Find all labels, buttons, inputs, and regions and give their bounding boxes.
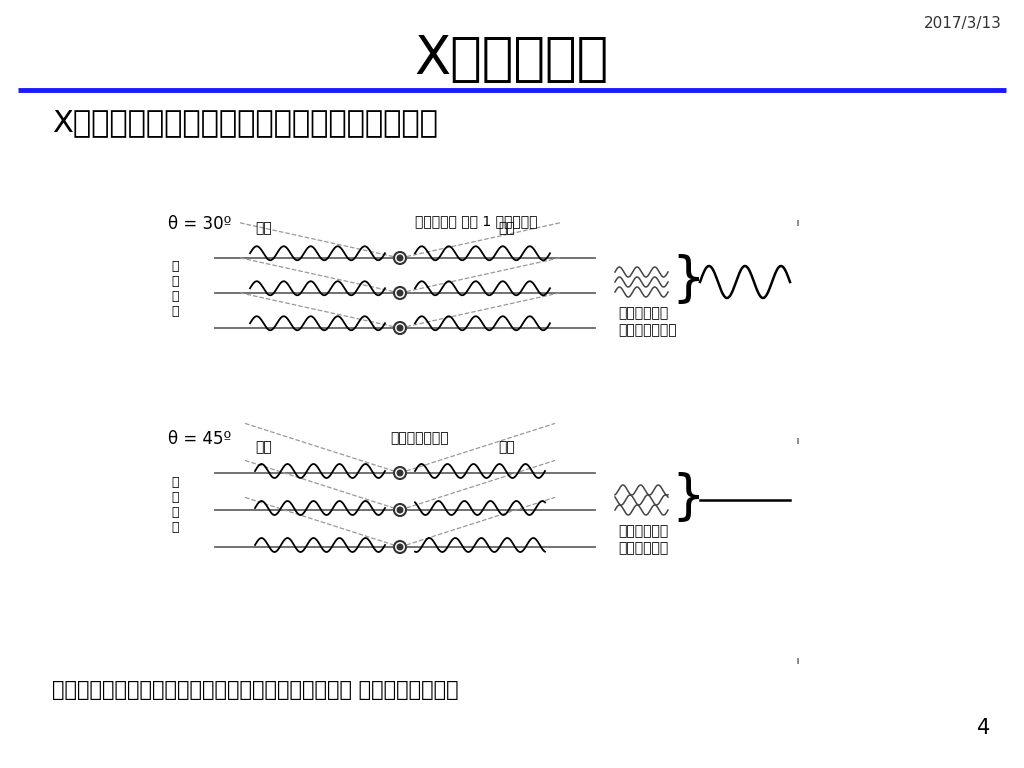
Text: 入力: 入力 bbox=[255, 221, 271, 235]
Text: 結
晶
格
子: 結 晶 格 子 bbox=[171, 476, 179, 534]
Circle shape bbox=[394, 287, 406, 299]
Text: θ = 45º: θ = 45º bbox=[168, 430, 231, 448]
Circle shape bbox=[394, 541, 406, 553]
Text: 出力: 出力 bbox=[498, 440, 515, 454]
Circle shape bbox=[394, 252, 406, 264]
Text: 大きな波になる: 大きな波になる bbox=[618, 323, 677, 337]
Circle shape bbox=[394, 322, 406, 334]
Text: 位相は据わない: 位相は据わない bbox=[390, 431, 449, 445]
Text: 位相が揃って: 位相が揃って bbox=[618, 306, 669, 320]
Text: 2017/3/13: 2017/3/13 bbox=[924, 16, 1002, 31]
Text: X線回折はちょうど良い角度のときだけ起こる: X線回折はちょうど良い角度のときだけ起こる bbox=[52, 108, 438, 137]
Text: ': ' bbox=[795, 658, 801, 678]
Text: 位相が据わず: 位相が据わず bbox=[618, 524, 669, 538]
Text: ': ' bbox=[795, 438, 801, 458]
Circle shape bbox=[394, 467, 406, 479]
Text: 入力: 入力 bbox=[255, 440, 271, 454]
Text: ': ' bbox=[795, 220, 801, 240]
Text: X線回折とは: X線回折とは bbox=[415, 33, 609, 85]
Circle shape bbox=[397, 290, 402, 296]
Circle shape bbox=[397, 545, 402, 550]
Text: 波がなくなる: 波がなくなる bbox=[618, 541, 669, 555]
Circle shape bbox=[397, 255, 402, 261]
Text: }: } bbox=[671, 472, 705, 524]
Circle shape bbox=[397, 470, 402, 476]
Circle shape bbox=[397, 325, 402, 331]
Text: }: } bbox=[671, 254, 705, 306]
Text: 出力: 出力 bbox=[498, 221, 515, 235]
Text: 4: 4 bbox=[977, 718, 990, 738]
Text: θ = 30º: θ = 30º bbox=[168, 215, 231, 233]
Text: 出典：イメージから学ぶ構造解析法（第２版）定金豊 著、京都廣川書店: 出典：イメージから学ぶ構造解析法（第２版）定金豊 著、京都廣川書店 bbox=[52, 680, 459, 700]
Circle shape bbox=[394, 504, 406, 516]
Circle shape bbox=[397, 507, 402, 513]
Text: 結
晶
格
子: 結 晶 格 子 bbox=[171, 260, 179, 318]
Text: それぞれが 波長 1 つ分ずれる: それぞれが 波長 1 つ分ずれる bbox=[415, 214, 538, 228]
